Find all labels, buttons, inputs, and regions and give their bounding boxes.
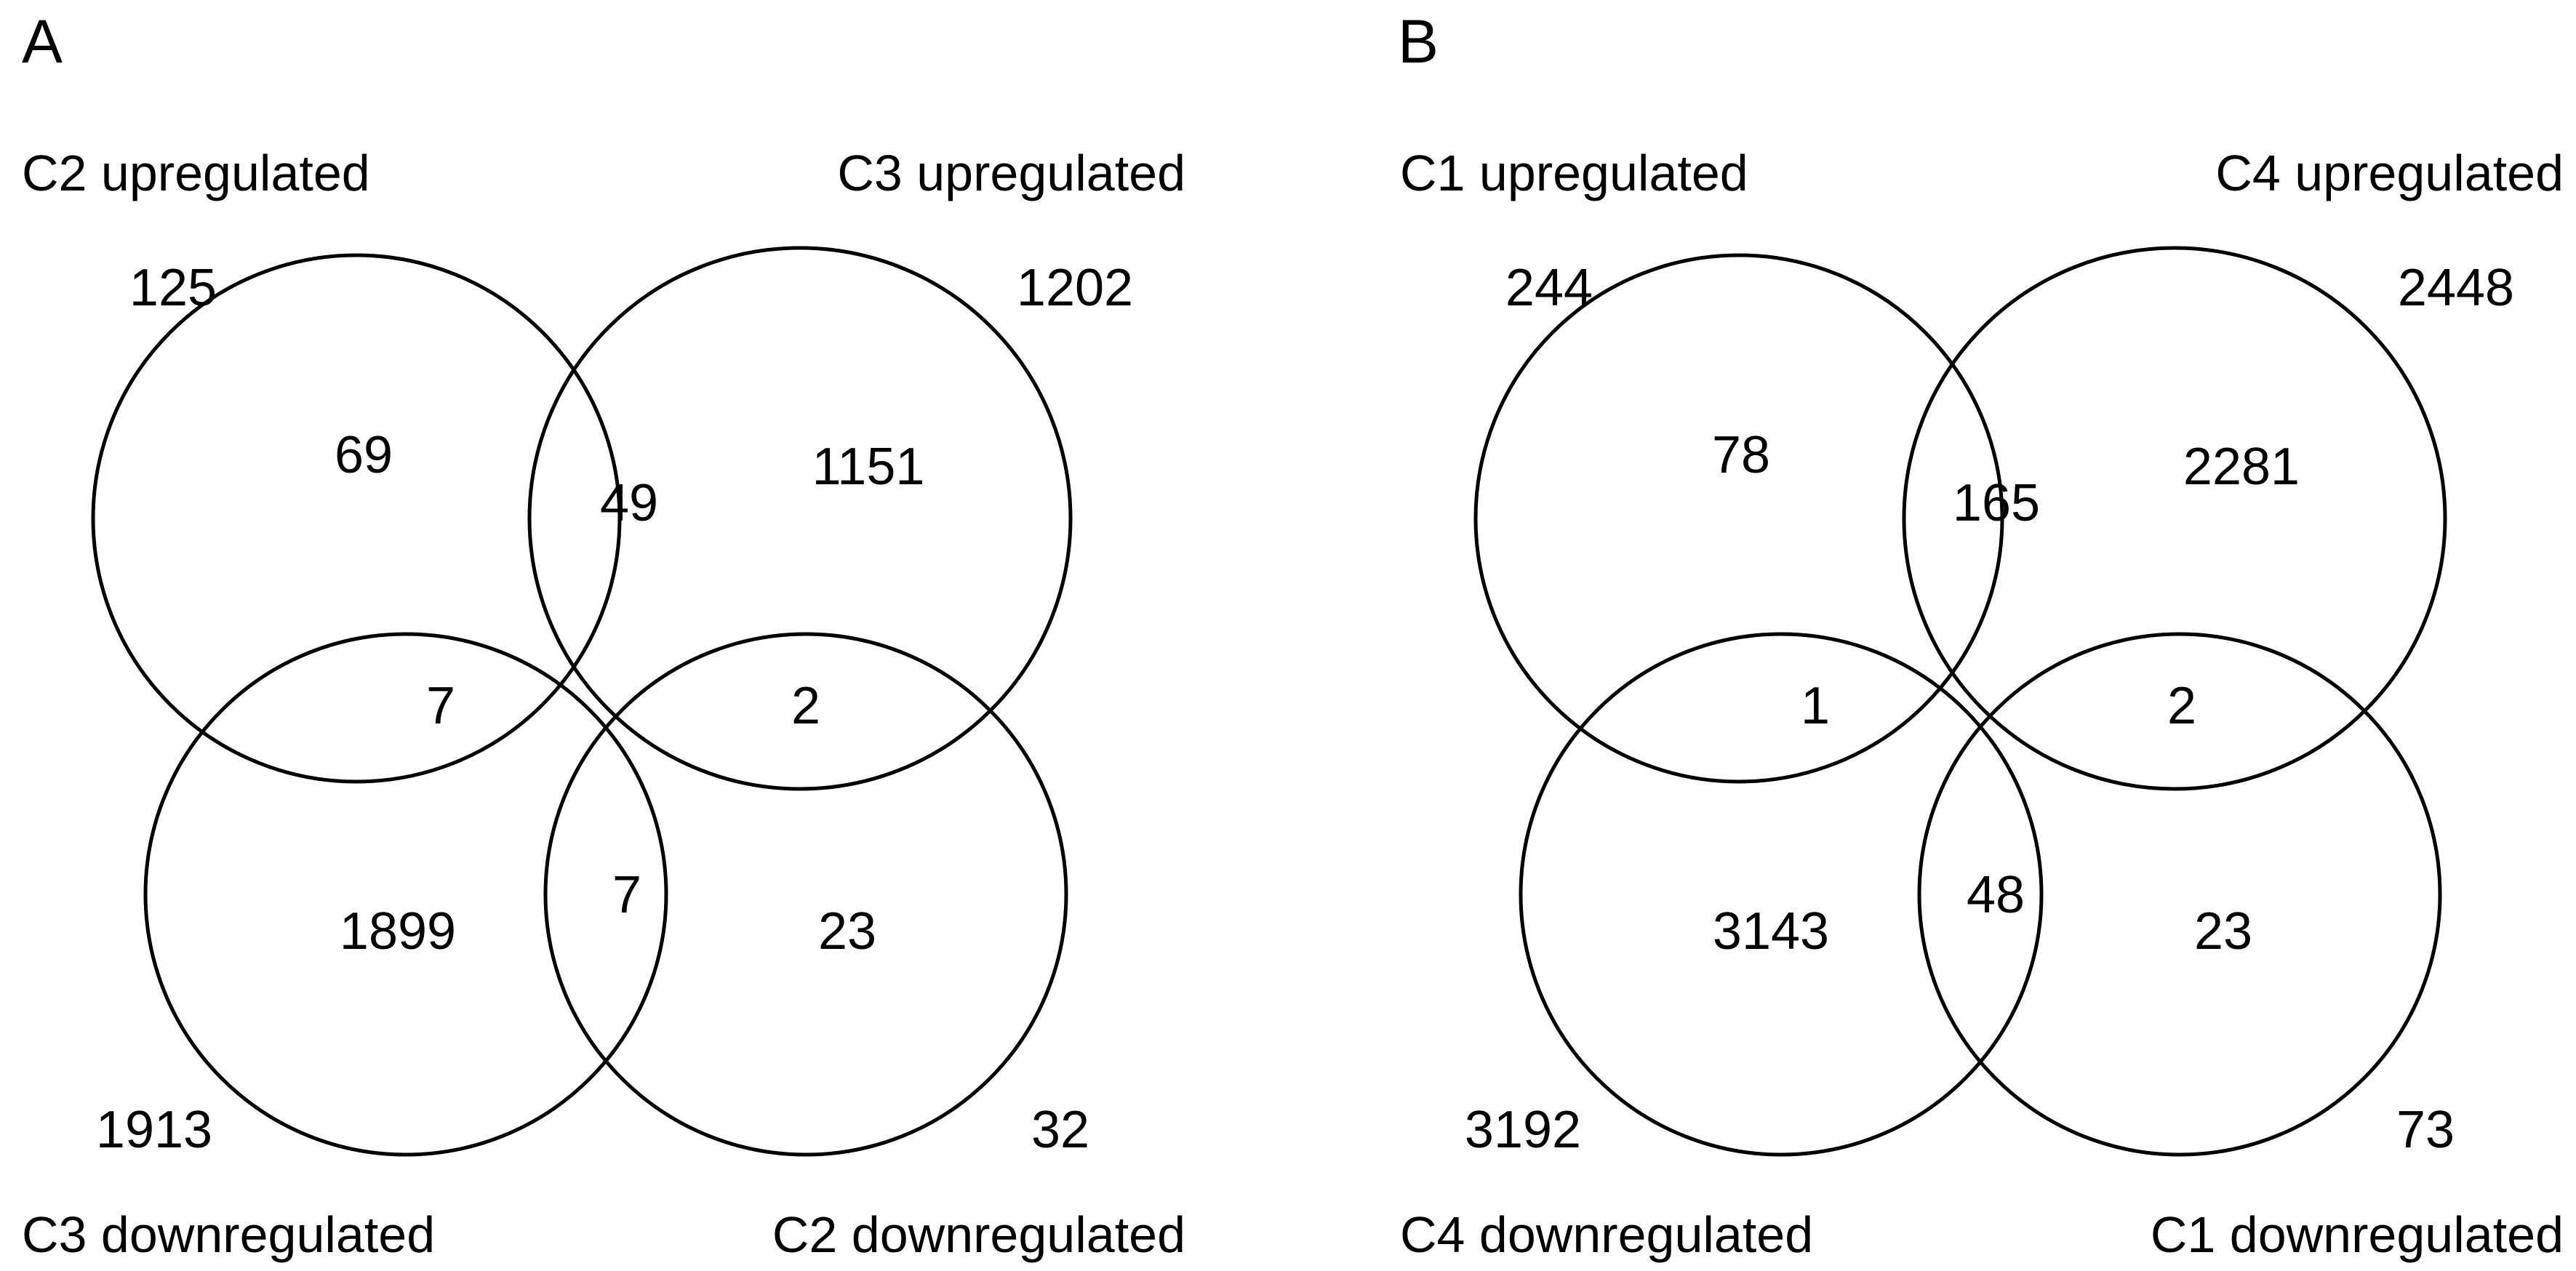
set-total-bottom-left: 1913 — [96, 1101, 212, 1159]
region-count-top-right-only: 2281 — [2183, 438, 2300, 496]
region-count-bottom-overlap: 7 — [612, 866, 641, 924]
region-count-bottom-right-only: 23 — [2194, 902, 2252, 961]
region-count-left-overlap: 1 — [1801, 677, 1830, 735]
region-count-bottom-right-only: 23 — [818, 902, 876, 961]
panel-a: A C2 upregulated C3 upregulated C3 downr… — [22, 7, 1185, 1263]
venn-circle-top-left — [91, 253, 622, 784]
region-count-right-overlap: 2 — [2167, 677, 2196, 735]
region-count-bottom-left-only: 1899 — [340, 902, 456, 961]
region-count-bottom-left-only: 3143 — [1713, 902, 1829, 961]
set-label-bottom-left: C3 downregulated — [22, 1206, 435, 1263]
panel-letter-b: B — [1398, 7, 1439, 76]
set-label-top-left: C2 upregulated — [22, 145, 370, 201]
venn-circle-top-right — [1902, 246, 2447, 791]
set-total-bottom-left: 3192 — [1465, 1101, 1581, 1159]
region-count-top-overlap: 165 — [1953, 474, 2040, 532]
set-total-bottom-right: 32 — [1031, 1101, 1089, 1159]
set-total-top-left: 244 — [1505, 259, 1593, 317]
venn-circle-bottom-right — [543, 632, 1068, 1157]
set-total-top-right: 1202 — [1017, 259, 1133, 317]
venn-circle-top-left — [1473, 253, 2004, 784]
region-count-top-left-only: 69 — [335, 426, 393, 484]
panel-letter-a: A — [22, 7, 63, 76]
region-count-right-overlap: 2 — [791, 677, 820, 735]
set-total-top-right: 2448 — [2398, 259, 2514, 317]
set-label-bottom-right: C2 downregulated — [772, 1206, 1185, 1263]
set-label-top-right: C4 upregulated — [2215, 145, 2564, 201]
set-total-bottom-right: 73 — [2396, 1101, 2455, 1159]
venn-circle-top-right — [527, 246, 1073, 791]
region-count-top-right-only: 1151 — [812, 438, 925, 496]
set-label-bottom-left: C4 downregulated — [1400, 1206, 1813, 1263]
venn-circle-bottom-right — [1917, 632, 2442, 1157]
venn-circle-bottom-left — [1519, 632, 2044, 1157]
region-count-bottom-overlap: 48 — [1967, 866, 2025, 924]
set-label-bottom-right: C1 downregulated — [2151, 1206, 2564, 1263]
set-label-top-left: C1 upregulated — [1400, 145, 1748, 201]
venn-circle-bottom-left — [143, 632, 668, 1157]
region-count-left-overlap: 7 — [426, 677, 455, 735]
panel-b: B C1 upregulated C4 upregulated C4 downr… — [1398, 7, 2564, 1263]
region-count-top-left-only: 78 — [1712, 426, 1770, 484]
set-label-top-right: C3 upregulated — [837, 145, 1185, 201]
set-total-top-left: 125 — [129, 259, 217, 317]
region-count-top-overlap: 49 — [600, 474, 658, 532]
